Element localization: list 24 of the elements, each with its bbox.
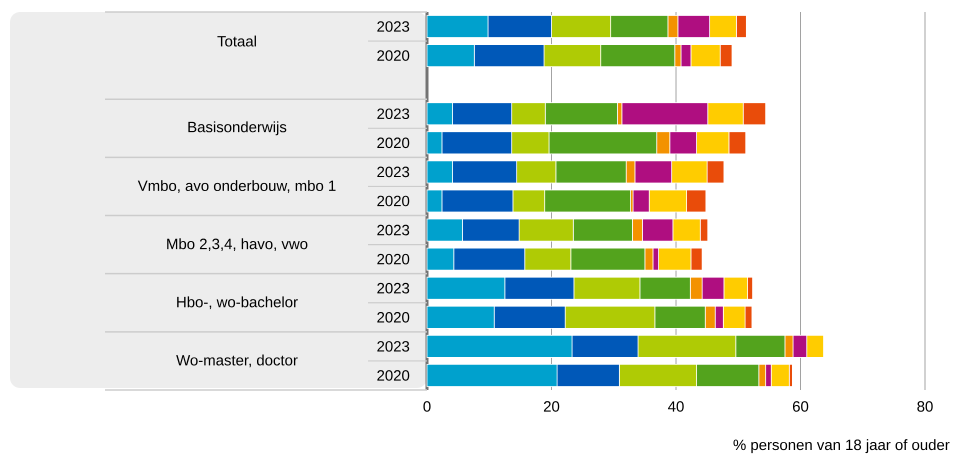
y-tick-label: 2023	[377, 282, 410, 294]
y-tick-label: 2020	[377, 196, 410, 206]
text: Mbo 2,3,4, havo, vwo	[167, 238, 308, 251]
text: Vmbo, avo onderbouw, mbo 1	[138, 180, 336, 193]
text: Totaal	[217, 36, 256, 47]
x-tick-label: 20	[544, 401, 560, 412]
x-tick-label: 40	[668, 401, 684, 412]
text: Basisonderwijs	[188, 121, 286, 136]
y-tick-label: 2020	[377, 138, 410, 148]
y-tick-label: 2023	[377, 108, 410, 120]
y-tick-label: 2023	[377, 21, 410, 32]
text: Wo-master, doctor	[176, 354, 298, 368]
text: Hbo-, wo-bachelor	[177, 296, 298, 310]
y-tick-label: 2020	[377, 370, 410, 381]
x-tick-label: 0	[423, 401, 431, 412]
y-tick-label: 2020	[377, 312, 410, 323]
y-tick-label: 2020	[377, 254, 410, 264]
x-tick-label: 60	[792, 401, 808, 412]
y-tick-label: 2023	[377, 224, 410, 236]
x-tick-label: 80	[917, 401, 933, 412]
x-axis-title: % personen van 18 jaar of ouder	[734, 439, 950, 454]
y-tick-label: 2023	[377, 341, 410, 352]
y-tick-label: 2023	[377, 166, 410, 178]
y-tick-label: 2020	[377, 50, 410, 61]
